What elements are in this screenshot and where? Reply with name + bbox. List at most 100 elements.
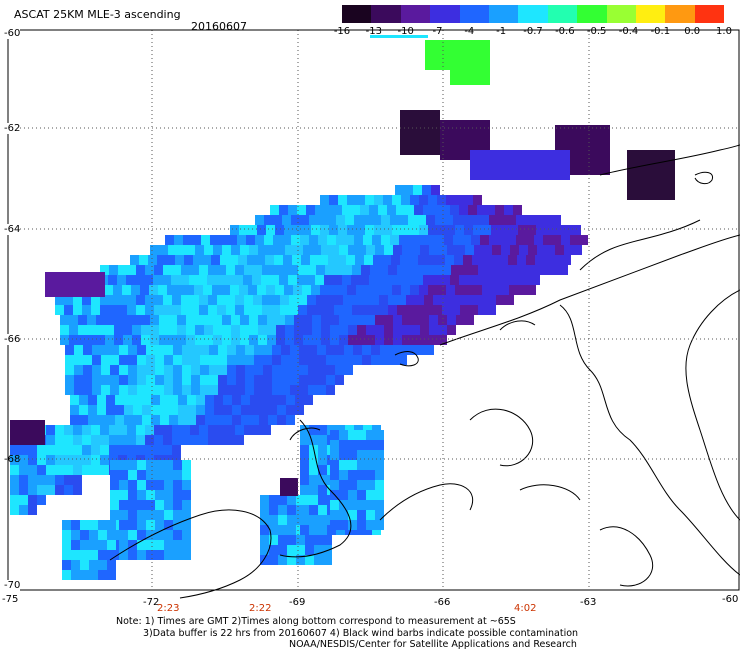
data-cell (295, 395, 304, 405)
data-cell (297, 205, 306, 215)
data-cell (523, 265, 532, 275)
data-cell (563, 225, 572, 235)
data-cell (10, 455, 19, 465)
data-cell (173, 365, 182, 375)
data-cell (268, 415, 277, 425)
data-cell (119, 375, 128, 385)
data-cell (73, 305, 82, 315)
data-cell (64, 465, 73, 475)
data-cell (37, 455, 46, 465)
data-cell (73, 435, 82, 445)
data-cell (336, 235, 345, 245)
data-cell (330, 500, 339, 510)
data-cell (142, 415, 151, 425)
data-cell (123, 315, 132, 325)
data-cell (119, 365, 128, 375)
data-cell (227, 355, 236, 365)
data-cell (71, 540, 80, 550)
data-cell (357, 450, 366, 460)
data-cell (315, 275, 324, 285)
data-cell (217, 435, 226, 445)
data-cell (204, 325, 213, 335)
data-cell (127, 425, 136, 435)
data-cell (555, 245, 564, 255)
data-cell (300, 435, 309, 445)
data-cell (401, 195, 410, 205)
data-cell (227, 385, 236, 395)
data-cell (514, 265, 523, 275)
data-cell (296, 535, 305, 545)
data-cell (88, 415, 97, 425)
data-cell (307, 295, 316, 305)
data-cell (163, 425, 172, 435)
data-cell (278, 515, 287, 525)
data-cell (383, 225, 392, 235)
data-cell (127, 265, 136, 275)
lon-label: -60 (722, 594, 739, 605)
data-cell (226, 435, 235, 445)
data-cell (346, 255, 355, 265)
data-cell (312, 325, 321, 335)
data-cell (411, 315, 420, 325)
data-cell (182, 345, 191, 355)
data-cell (186, 245, 195, 255)
data-cell (71, 550, 80, 560)
colorbar-swatch (430, 5, 460, 23)
lon-label: -75 (2, 594, 19, 605)
data-cell (69, 335, 78, 345)
data-cell (437, 195, 446, 205)
data-cell (397, 295, 406, 305)
data-cell (296, 555, 305, 565)
data-cell (235, 425, 244, 435)
data-cell (432, 275, 441, 285)
data-cell (273, 235, 282, 245)
data-cell (330, 440, 339, 450)
data-cell (269, 495, 278, 505)
data-cell (226, 425, 235, 435)
data-cell (329, 225, 338, 235)
data-cell (348, 430, 357, 440)
data-cell (83, 355, 92, 365)
data-cell (155, 385, 164, 395)
data-cell (356, 285, 365, 295)
data-cell (37, 475, 46, 485)
colorbar-swatch (577, 5, 607, 23)
data-cell (260, 505, 269, 515)
data-cell (80, 520, 89, 530)
colorbar-swatch (547, 5, 578, 23)
data-cell (554, 225, 563, 235)
data-cell (159, 335, 168, 345)
data-cell (357, 325, 366, 335)
data-cell (182, 540, 191, 550)
data-cell (146, 540, 155, 550)
data-cell (518, 225, 527, 235)
data-cell (19, 475, 28, 485)
data-cell (544, 255, 553, 265)
data-cell (80, 540, 89, 550)
data-cell (151, 405, 160, 415)
data-cell (191, 355, 200, 365)
data-cell (182, 470, 191, 480)
data-cell (200, 365, 209, 375)
data-cell (339, 460, 348, 470)
data-cell (79, 415, 88, 425)
data-cell (330, 470, 339, 480)
data-cell (339, 430, 348, 440)
data-cell (261, 275, 270, 285)
data-cell (155, 470, 164, 480)
data-cell (78, 335, 87, 345)
data-cell (110, 490, 119, 500)
data-cell (399, 215, 408, 225)
data-cell (545, 225, 554, 235)
data-cell (128, 500, 137, 510)
data-cell (291, 235, 300, 245)
data-cell (257, 285, 266, 295)
data-cell (200, 375, 209, 385)
data-cell (339, 325, 348, 335)
data-cell (164, 550, 173, 560)
data-cell (181, 265, 190, 275)
data-cell (302, 225, 311, 235)
data-cell (303, 335, 312, 345)
data-cell (209, 385, 218, 395)
data-cell (199, 425, 208, 435)
